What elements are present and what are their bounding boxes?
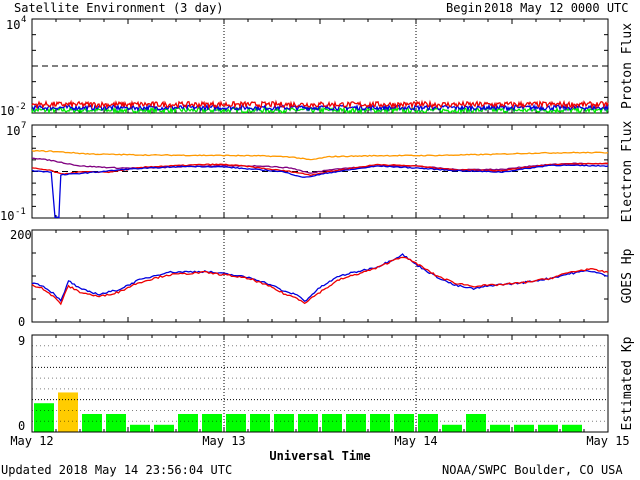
kp-bar	[154, 424, 174, 432]
kp-bar	[202, 414, 222, 432]
kp-bar	[106, 414, 126, 432]
proton-ytick-bottom: 10	[0, 104, 14, 118]
kp-bar	[370, 414, 390, 432]
electron-series-blue	[31, 164, 609, 219]
proton-ytick-top-exp: 4	[21, 15, 26, 25]
panel-frame-1	[31, 18, 609, 114]
proton-ytick-top: 10	[6, 18, 20, 32]
goes-hp-ytick-top: 200	[10, 228, 32, 242]
kp-bar	[298, 414, 318, 432]
proton-series-blue	[31, 102, 609, 113]
kp-bar	[130, 424, 150, 432]
credit-text: NOAA/SWPC Boulder, CO USA	[442, 463, 623, 477]
updated-timestamp: Updated 2018 May 14 23:56:04 UTC	[1, 463, 233, 477]
goes-hp-series-blue	[31, 253, 609, 303]
kp-bar	[322, 414, 342, 432]
electron-series-orange	[31, 149, 609, 161]
kp-ytick-bottom: 0	[18, 419, 25, 433]
kp-bar	[442, 424, 462, 432]
kp-ylabel: Estimated Kp	[620, 336, 635, 430]
chart-title: Satellite Environment (3 day)	[14, 1, 224, 15]
goes-hp-ytick-bottom: 0	[18, 315, 25, 329]
goes-hp-ylabel: GOES Hp	[620, 248, 635, 303]
xtick-may-12: May 12	[10, 434, 53, 448]
goes-hp-series-red	[31, 256, 609, 306]
electron-ytick-bottom: 10	[0, 209, 14, 223]
electron-ytick-top-exp: 7	[21, 121, 26, 131]
xtick-may-14: May 14	[394, 434, 437, 448]
xtick-may-13: May 13	[202, 434, 245, 448]
kp-bar	[226, 414, 246, 432]
xaxis-label: Universal Time	[269, 449, 370, 463]
kp-bar	[178, 414, 198, 432]
kp-bar	[394, 414, 414, 432]
electron-series-purple	[31, 157, 609, 174]
begin-label: Begin:	[446, 1, 490, 15]
kp-bar	[562, 424, 582, 432]
kp-bar	[82, 414, 102, 432]
kp-bar	[466, 414, 486, 432]
kp-ytick-top: 9	[18, 334, 25, 348]
panel-frame-3	[31, 229, 609, 323]
xtick-may-15: May 15	[586, 434, 629, 448]
electron-ytick-top: 10	[6, 124, 20, 138]
kp-bar	[274, 414, 294, 432]
electron-flux-ylabel: Electron Flux	[620, 120, 635, 222]
kp-bar	[490, 424, 510, 432]
kp-bar	[538, 424, 558, 432]
electron-ytick-bottom-exp: -1	[15, 207, 26, 217]
kp-bar	[34, 403, 54, 432]
kp-bar	[514, 424, 534, 432]
kp-bar	[250, 414, 270, 432]
begin-value: 2018 May 12 0000 UTC	[484, 1, 629, 15]
proton-series-red	[31, 99, 609, 110]
proton-ytick-bottom-exp: -2	[15, 102, 26, 112]
kp-bar	[418, 414, 438, 432]
kp-bar	[58, 392, 78, 432]
kp-bar	[346, 414, 366, 432]
proton-flux-ylabel: Proton Flux	[620, 23, 635, 109]
